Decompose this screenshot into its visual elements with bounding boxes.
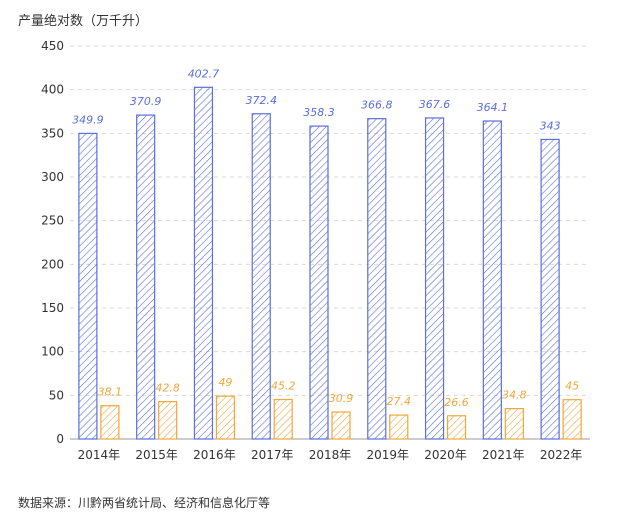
data-label-series-1: 343 bbox=[540, 119, 561, 132]
data-label-series-1: 402.7 bbox=[188, 67, 220, 80]
y-axis-unit-label: 产量绝对数（万千升） bbox=[18, 14, 149, 29]
bars bbox=[78, 86, 582, 440]
bar-series-1 bbox=[482, 120, 502, 440]
bar-series-1 bbox=[78, 132, 98, 440]
y-tick-label: 50 bbox=[49, 388, 64, 402]
data-label-series-1: 370.9 bbox=[130, 95, 162, 108]
bar-series-1 bbox=[309, 125, 329, 440]
data-label-series-2: 30.9 bbox=[329, 392, 354, 405]
data-label-series-1: 367.6 bbox=[419, 98, 451, 111]
data-label-series-2: 26.6 bbox=[444, 396, 469, 409]
bar-series-1 bbox=[251, 113, 271, 440]
y-tick-label: 350 bbox=[41, 126, 64, 140]
x-tick-label: 2022年 bbox=[540, 448, 583, 462]
data-label-series-2: 34.8 bbox=[502, 389, 527, 402]
x-tick-label: 2020年 bbox=[424, 448, 467, 462]
y-tick-label: 450 bbox=[41, 39, 64, 53]
y-axis-ticks: 0 50 100 150 200 250 300 350 400 450 bbox=[41, 39, 64, 446]
y-tick-label: 300 bbox=[41, 170, 64, 184]
x-tick-label: 2017年 bbox=[251, 448, 294, 462]
bar-series-2 bbox=[215, 395, 236, 440]
x-tick-label: 2016年 bbox=[193, 448, 236, 462]
bar-series-1 bbox=[540, 138, 560, 440]
data-label-series-2: 45.2 bbox=[271, 380, 296, 393]
x-tick-label: 2018年 bbox=[309, 448, 352, 462]
bar-series-2 bbox=[331, 411, 351, 440]
bar-series-2 bbox=[100, 405, 120, 440]
y-tick-label: 250 bbox=[41, 214, 64, 228]
bar-series-2 bbox=[389, 414, 409, 440]
data-label-series-2: 45 bbox=[565, 380, 579, 393]
data-label-series-2: 27.4 bbox=[387, 395, 412, 408]
bar-series-1 bbox=[193, 86, 214, 440]
data-label-series-2: 38.1 bbox=[98, 386, 123, 399]
gridlines bbox=[70, 45, 590, 440]
data-label-series-1: 358.3 bbox=[303, 106, 335, 119]
bar-series-1 bbox=[136, 114, 156, 440]
y-tick-label: 0 bbox=[56, 432, 64, 446]
bar-series-2 bbox=[446, 415, 467, 440]
x-tick-label: 2021年 bbox=[482, 448, 525, 462]
bar-series-1 bbox=[424, 117, 445, 440]
x-tick-label: 2015年 bbox=[135, 448, 178, 462]
y-tick-label: 150 bbox=[41, 301, 64, 315]
data-label-series-2: 42.8 bbox=[155, 382, 180, 395]
y-tick-label: 200 bbox=[41, 257, 64, 271]
x-tick-label: 2014年 bbox=[78, 448, 121, 462]
data-labels: 349.9 38.1 370.9 42.8 402.7 49 372.4 45.2 358.3 3… bbox=[72, 67, 579, 408]
data-label-series-2: 49 bbox=[218, 376, 232, 389]
bar-series-2 bbox=[273, 398, 293, 440]
x-tick-label: 2019年 bbox=[367, 448, 410, 462]
bar-series-2 bbox=[158, 401, 178, 440]
data-label-series-1: 366.8 bbox=[361, 99, 393, 112]
y-tick-label: 400 bbox=[41, 83, 64, 97]
bar-series-2 bbox=[504, 408, 524, 440]
y-tick-label: 100 bbox=[41, 345, 64, 359]
data-label-series-1: 372.4 bbox=[245, 94, 277, 107]
source-note: 数据来源：川黔两省统计局、经济和信息化厅等 bbox=[18, 496, 271, 510]
x-axis-ticks: 2014年 2015年 2016年 2017年 2018年 2019年 2020年 2021年… bbox=[78, 448, 583, 462]
data-label-series-1: 349.9 bbox=[72, 113, 104, 126]
bar-series-1 bbox=[367, 118, 387, 440]
bar-series-2 bbox=[562, 399, 582, 440]
data-label-series-1: 364.1 bbox=[477, 101, 509, 114]
